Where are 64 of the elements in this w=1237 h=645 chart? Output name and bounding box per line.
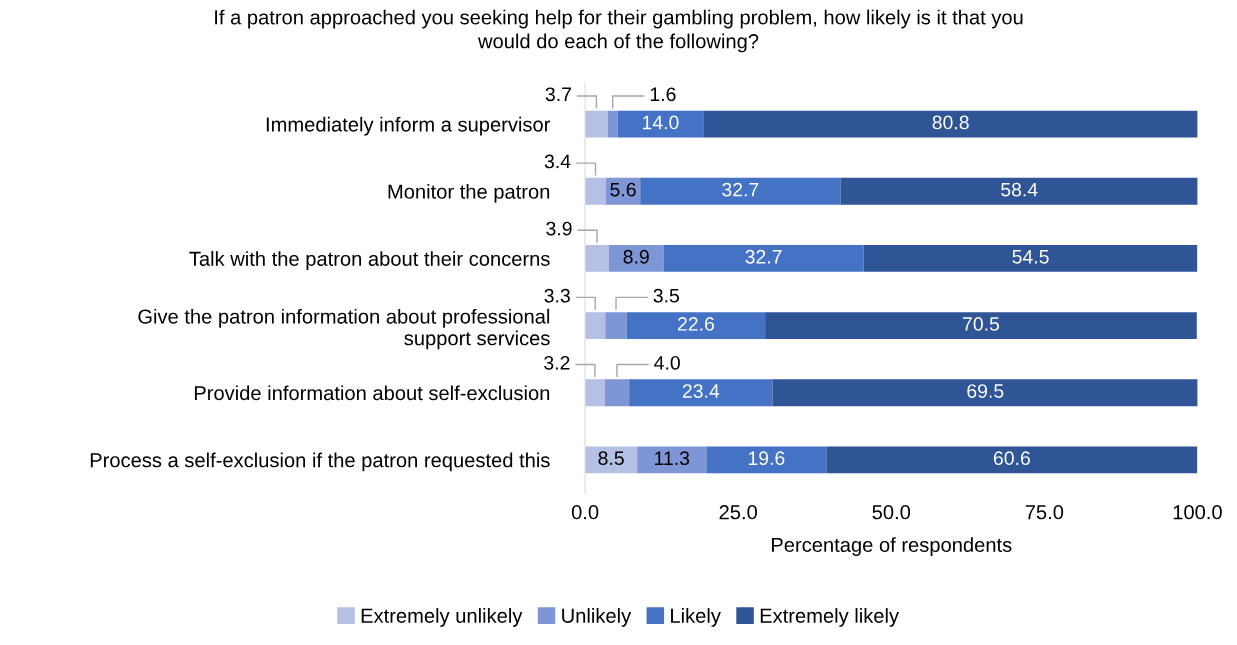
data-label: 8.9 xyxy=(623,249,649,264)
bar xyxy=(637,446,707,474)
bar xyxy=(863,244,1198,272)
data-label: 32.7 xyxy=(722,182,759,197)
bar xyxy=(608,244,664,272)
data-label: 58.4 xyxy=(1001,182,1038,197)
data-label: 8.5 xyxy=(598,451,624,466)
bar xyxy=(585,244,609,272)
data-label: 3.3 xyxy=(544,288,570,303)
bar xyxy=(607,110,618,138)
bar xyxy=(585,312,606,339)
bar xyxy=(585,446,638,474)
data-label: 22.6 xyxy=(677,317,714,331)
y-tick-label: Talk with the patron about their concerns xyxy=(189,251,550,270)
data-label: 4.0 xyxy=(654,355,680,370)
y-tick-label: Provide information about self-exclusion xyxy=(194,385,550,401)
data-label: 14.0 xyxy=(642,115,679,130)
data-label: 3.9 xyxy=(546,221,572,236)
data-label: 80.8 xyxy=(932,115,969,130)
bar xyxy=(585,110,608,138)
bar xyxy=(617,110,704,138)
y-tick-label: Monitor the patron xyxy=(388,183,550,203)
x-tick-label: 0.0 xyxy=(571,505,599,520)
data-label: 3.4 xyxy=(544,154,571,169)
data-label: 3.7 xyxy=(545,87,571,102)
data-label: 54.5 xyxy=(1012,250,1049,264)
legend-label: Extremely unlikely xyxy=(361,608,523,627)
legend-label: Likely xyxy=(671,608,721,627)
x-tick-label: 25.0 xyxy=(719,505,757,520)
bar xyxy=(703,110,1198,138)
data-label: 3.5 xyxy=(653,288,679,303)
data-label: 11.3 xyxy=(655,451,690,466)
x-tick-label: 75.0 xyxy=(1025,505,1064,520)
x-tick-label: 50.0 xyxy=(872,505,911,520)
bar xyxy=(765,312,1197,339)
bar xyxy=(663,244,864,272)
data-label: 5.6 xyxy=(610,182,636,197)
y-tick-label: Process a self-exclusion if the patron requested this xyxy=(90,452,550,472)
bar xyxy=(826,446,1198,474)
bar xyxy=(585,379,605,407)
y-tick-label: Give the patron information about professional support services xyxy=(138,308,550,350)
legend-label: Extremely likely xyxy=(760,608,900,627)
data-label: 69.5 xyxy=(967,384,1004,398)
bar xyxy=(772,379,1198,407)
chart-title: If a patron approached you seeking help for their gambling problem, how likely is it that you would do each of the following? xyxy=(215,9,1023,53)
data-label: 32.7 xyxy=(745,249,782,264)
bar xyxy=(626,312,766,339)
data-label: 70.5 xyxy=(963,317,1000,331)
bar xyxy=(585,177,606,205)
bar xyxy=(640,177,841,205)
bar xyxy=(706,446,827,474)
data-label: 1.6 xyxy=(650,87,676,102)
bar xyxy=(605,312,627,339)
data-label: 3.2 xyxy=(544,355,570,370)
y-tick-label: Immediately inform a supervisor xyxy=(266,116,551,136)
bar xyxy=(604,379,630,407)
legend-label: Unlikely xyxy=(562,608,632,627)
data-label: 60.6 xyxy=(993,451,1030,466)
data-label: 23.4 xyxy=(682,384,720,398)
bar xyxy=(840,177,1198,205)
bar xyxy=(629,379,773,407)
data-label: 19.6 xyxy=(748,451,785,466)
x-tick-label: 100.0 xyxy=(1173,505,1222,520)
x-axis-title: Percentage of respondents xyxy=(772,537,1012,556)
